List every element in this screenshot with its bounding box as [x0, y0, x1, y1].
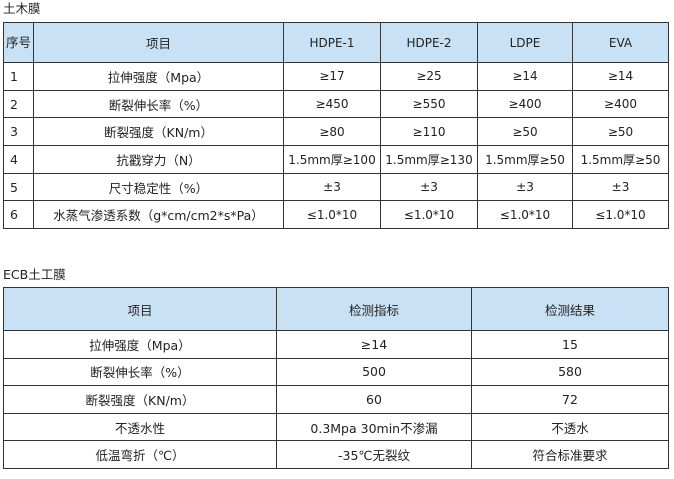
- header-cell: HDPE-2: [380, 22, 478, 63]
- table-cell: 拉伸强度（Mpa）: [33, 62, 284, 91]
- ecb-table: 项目 检测指标 检测结果 拉伸强度（Mpa） ≥14 15 断裂伸长率（%） 500 580 断裂…: [3, 287, 669, 469]
- section-title: ECB土工膜: [3, 267, 66, 282]
- table-cell: 1.5mm厚≥130: [380, 145, 478, 174]
- table-cell: 3: [3, 117, 34, 147]
- header-cell: 项目: [33, 22, 284, 63]
- table-cell: ≥50: [477, 117, 573, 147]
- table-row: 4 抗戳穿力（N） 1.5mm厚≥100 1.5mm厚≥130 1.5mm厚≥50 1.5…: [3, 145, 669, 174]
- table-cell: -35℃无裂纹: [276, 440, 472, 469]
- table-cell: 500: [276, 357, 472, 387]
- table-cell: ≥80: [283, 117, 381, 147]
- table-cell: ±3: [380, 172, 478, 202]
- table-cell: ≥14: [477, 62, 573, 91]
- table-cell: ≤1.0*10: [477, 200, 573, 230]
- table-cell: 1.5mm厚≥50: [477, 145, 573, 174]
- table-cell: 抗戳穿力（N）: [33, 145, 284, 174]
- header-cell: LDPE: [477, 22, 573, 63]
- table-cell: ≥17: [283, 62, 381, 91]
- header-cell: 检测结果: [471, 287, 669, 331]
- table-cell: ±3: [572, 172, 669, 202]
- table-cell: 断裂强度（KN/m）: [3, 385, 277, 414]
- table-cell: 2: [3, 89, 34, 119]
- table-cell: 断裂伸长率（%）: [3, 357, 277, 387]
- table-cell: ≥550: [380, 89, 478, 119]
- table-cell: 水蒸气渗透系数（g*cm/cm2*s*Pa）: [33, 200, 284, 230]
- table-cell: 6: [3, 200, 34, 230]
- table-cell: 1.5mm厚≥100: [283, 145, 381, 174]
- table-cell: ≥14: [572, 62, 669, 91]
- table-row: 5 尺寸稳定性（%） ±3 ±3 ±3 ±3: [3, 172, 669, 202]
- table-cell: 15: [471, 330, 669, 359]
- section-title: 土木膜: [3, 1, 41, 16]
- table-cell: 符合标准要求: [471, 440, 669, 469]
- table-row: 断裂强度（KN/m） 60 72: [3, 385, 669, 414]
- table-cell: 60: [276, 385, 472, 414]
- table-cell: ≥110: [380, 117, 478, 147]
- table-cell: 580: [471, 357, 669, 387]
- table-cell: 4: [3, 145, 34, 174]
- table-row: 2 断裂伸长率（%） ≥450 ≥550 ≥400 ≥400: [3, 89, 669, 119]
- table-cell: 1: [3, 62, 34, 91]
- table-row: 3 断裂强度（KN/m） ≥80 ≥110 ≥50 ≥50: [3, 117, 669, 147]
- table-cell: ≤1.0*10: [380, 200, 478, 230]
- table-cell: ±3: [283, 172, 381, 202]
- table-cell: 72: [471, 385, 669, 414]
- table-cell: 断裂强度（KN/m）: [33, 117, 284, 147]
- table-cell: ≥14: [276, 330, 472, 359]
- header-cell: 检测指标: [276, 287, 472, 331]
- table-cell: 1.5mm厚≥50: [572, 145, 669, 174]
- header-cell: HDPE-1: [283, 22, 381, 63]
- table-cell: ≥25: [380, 62, 478, 91]
- table-row: 6 水蒸气渗透系数（g*cm/cm2*s*Pa） ≤1.0*10 ≤1.0*10 ≤1.…: [3, 200, 669, 230]
- table-row: 不透水性 0.3Mpa 30min不渗漏 不透水: [3, 412, 669, 442]
- table-cell: 低温弯折（℃）: [3, 440, 277, 469]
- table-cell: ±3: [477, 172, 573, 202]
- table-cell: 不透水性: [3, 412, 277, 442]
- table-cell: 不透水: [471, 412, 669, 442]
- table-row: 断裂伸长率（%） 500 580: [3, 357, 669, 387]
- header-cell: EVA: [572, 22, 669, 63]
- table-row: 1 拉伸强度（Mpa） ≥17 ≥25 ≥14 ≥14: [3, 62, 669, 91]
- table-cell: ≥50: [572, 117, 669, 147]
- table-cell: 拉伸强度（Mpa）: [3, 330, 277, 359]
- table-cell: 0.3Mpa 30min不渗漏: [276, 412, 472, 442]
- table-row: 低温弯折（℃） -35℃无裂纹 符合标准要求: [3, 440, 669, 469]
- table-cell: 断裂伸长率（%）: [33, 89, 284, 119]
- table-cell: 尺寸稳定性（%）: [33, 172, 284, 202]
- header-cell: 项目: [3, 287, 277, 331]
- header-row: 序号 项目 HDPE-1 HDPE-2 LDPE EVA: [3, 22, 669, 63]
- table-cell: ≥400: [572, 89, 669, 119]
- table-cell: ≤1.0*10: [283, 200, 381, 230]
- table-cell: ≥400: [477, 89, 573, 119]
- spec-table: 序号 项目 HDPE-1 HDPE-2 LDPE EVA 1 拉伸强度（Mpa） ≥17 ≥25 ≥…: [3, 22, 669, 230]
- table-cell: ≤1.0*10: [572, 200, 669, 230]
- table-cell: 5: [3, 172, 34, 202]
- table-row: 拉伸强度（Mpa） ≥14 15: [3, 330, 669, 359]
- header-cell: 序号: [3, 22, 34, 63]
- header-row: 项目 检测指标 检测结果: [3, 287, 669, 331]
- table-cell: ≥450: [283, 89, 381, 119]
